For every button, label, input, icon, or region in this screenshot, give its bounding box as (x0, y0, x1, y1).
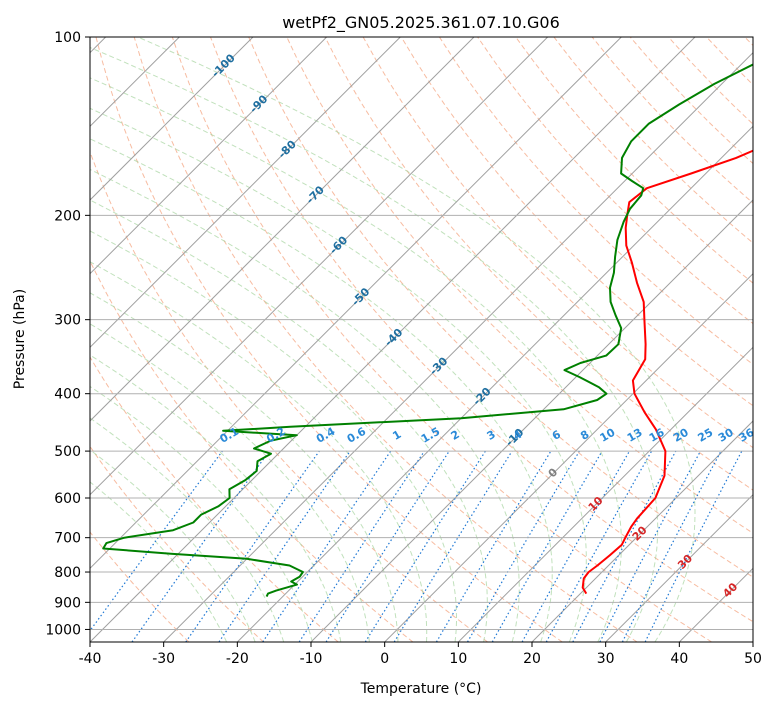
moist-adiabat-line (90, 354, 342, 642)
isotherm-line (752, 641, 753, 642)
isotherm-line (531, 420, 753, 642)
y-tick-label: 600 (54, 491, 81, 507)
mixing-ratio-line (262, 450, 392, 642)
plot-area (90, 37, 753, 642)
x-tick-label: 40 (670, 651, 688, 667)
y-tick-label: 300 (54, 313, 81, 329)
mixing-ratio-line (545, 450, 653, 642)
dry-adiabat-line (210, 37, 753, 623)
x-axis: -40 -30 -20 -10 0 10 20 30 40 50 (79, 642, 762, 667)
mixing-ratio-line (218, 450, 351, 642)
y-tick-label: 100 (54, 30, 81, 46)
y-axis: 100 200 300 400 500 600 700 800 900 1000 (45, 30, 90, 638)
mixing-ratio-line (521, 450, 631, 642)
x-tick-label: 20 (523, 651, 541, 667)
dry-adiabat-line (438, 37, 753, 366)
moist-adiabat-line (90, 261, 428, 642)
moist-adiabat-line (90, 481, 228, 642)
isotherm-line (90, 37, 549, 496)
x-tick-label: 30 (597, 651, 615, 667)
temperature-profile-line (581, 149, 753, 595)
dry-adiabat-line (95, 37, 563, 642)
dry-adiabat-line (400, 37, 753, 407)
mixing-ratio-line (298, 450, 425, 642)
dry-adiabat-line (90, 531, 190, 642)
isobar-grid (90, 37, 753, 630)
x-tick-label: 0 (380, 651, 389, 667)
y-tick-label: 400 (54, 387, 81, 403)
y-tick-label: 800 (54, 565, 81, 581)
series-layer (102, 63, 753, 598)
y-tick-label: 700 (54, 531, 81, 547)
mixing-ratio-line (185, 450, 320, 642)
moist-adiabat-line (90, 168, 520, 642)
isotherm-line (384, 272, 753, 642)
x-axis-label: Temperature (°C) (360, 681, 482, 697)
dewpoint-profile-line (102, 63, 753, 598)
moist-adiabat-line (90, 230, 457, 642)
mixing-ratio-line (393, 450, 513, 642)
moist-adiabat-line (90, 77, 622, 642)
isotherm-line (90, 37, 254, 201)
x-tick-label: 50 (744, 651, 762, 667)
isotherm-line (605, 493, 753, 642)
mixing-ratio-line (644, 450, 743, 642)
x-tick-label: -20 (226, 651, 249, 667)
chart-title: wetPf2_GN05.2025.361.07.10.G06 (282, 13, 560, 33)
plot-frame (89, 36, 754, 643)
dry-adiabat-line (90, 445, 264, 642)
background-lines (90, 37, 753, 642)
moist-adiabat-line (90, 323, 370, 642)
moist-adiabat-line (90, 138, 553, 642)
x-tick-label: 10 (449, 651, 467, 667)
x-tick-label: -40 (79, 651, 102, 667)
y-tick-label: 1000 (45, 622, 81, 638)
isotherm-line (236, 125, 753, 642)
dry-adiabat-line (515, 37, 753, 284)
mixing-ratio-line (325, 450, 450, 642)
mixing-ratio-line (90, 450, 223, 632)
moist-adiabat-line (90, 385, 313, 642)
dry-adiabat-line (248, 37, 753, 578)
isotherm-line (90, 37, 475, 422)
x-tick-label: -10 (300, 651, 323, 667)
y-axis-label: Pressure (hPa) (12, 289, 28, 389)
moist-adiabat-line (90, 46, 659, 642)
moist-adiabat-line (90, 199, 488, 642)
isotherm-line (90, 37, 622, 570)
isotherm-line (163, 51, 753, 642)
isotherm-line (90, 37, 401, 349)
y-tick-label: 500 (54, 444, 81, 460)
dry-adiabat-line (90, 356, 339, 642)
x-tick-label: -30 (152, 651, 175, 667)
dry-adiabat-line (324, 37, 753, 491)
moist-adiabat-line (90, 107, 587, 642)
isotherm-line (457, 346, 753, 642)
mixing-ratio-label: 36 (737, 426, 757, 445)
y-tick-label: 200 (54, 208, 81, 224)
isotherm-line (310, 199, 753, 642)
mixing-ratio-line (131, 450, 270, 642)
dry-adiabat-line (133, 37, 638, 642)
y-tick-label: 900 (54, 595, 81, 611)
dry-adiabat-line (171, 37, 712, 642)
isotherm-line (90, 37, 696, 642)
dry-adiabat-line (90, 150, 488, 642)
mixing-ratio-line (572, 450, 677, 642)
isotherm-line (90, 37, 328, 275)
moist-adiabat-line (137, 37, 696, 642)
moist-adiabat-line (90, 292, 399, 642)
